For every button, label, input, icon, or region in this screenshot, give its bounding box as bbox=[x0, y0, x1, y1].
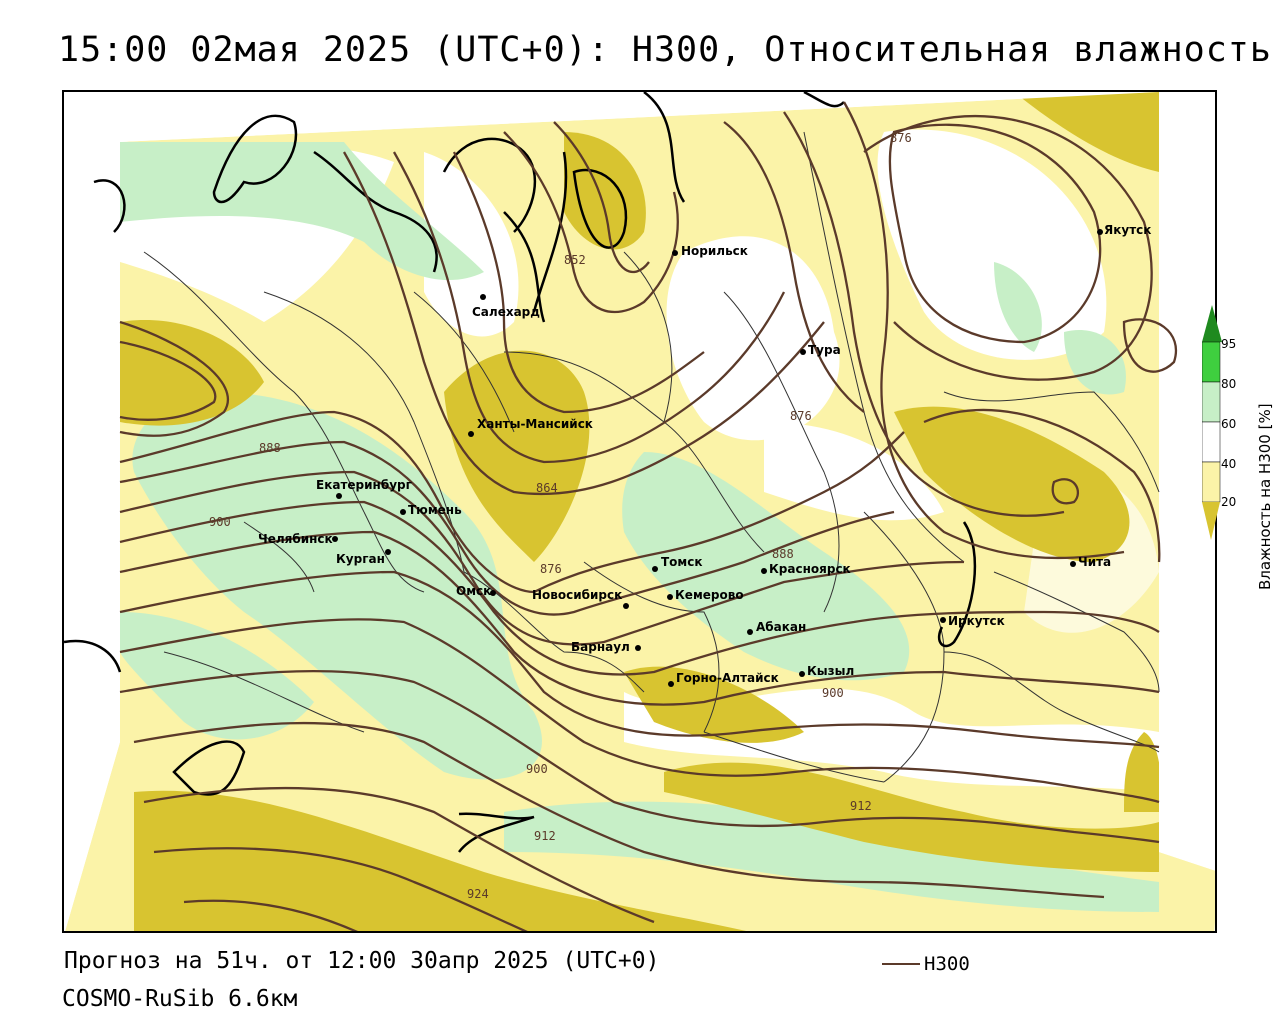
colorbar-swatch-80-95 bbox=[1201, 341, 1221, 383]
forecast-map: 876 876 888 900 864 876 888 900 900 912 … bbox=[62, 90, 1217, 933]
colorbar-tick: 20 bbox=[1221, 495, 1236, 509]
humidity-zone-white bbox=[424, 152, 519, 337]
humidity-zone-dry bbox=[1124, 732, 1162, 812]
city-label: Курган bbox=[336, 552, 385, 566]
coastlines bbox=[64, 92, 977, 853]
city-dot bbox=[468, 431, 474, 437]
colorbar-swatch-20-40 bbox=[1201, 461, 1221, 503]
city-dot bbox=[400, 509, 406, 515]
outside-domain bbox=[64, 92, 1215, 142]
city-dot bbox=[668, 681, 674, 687]
city-dot bbox=[747, 629, 753, 635]
humidity-zone-white bbox=[877, 129, 1107, 360]
colorbar-swatch-40-60 bbox=[1201, 421, 1221, 463]
humidity-zone-dry bbox=[444, 350, 590, 562]
city-label: Чита bbox=[1078, 555, 1111, 569]
city-label: Тура bbox=[808, 343, 841, 357]
contour-label: 912 bbox=[534, 829, 556, 843]
contour-label: 876 bbox=[790, 409, 812, 423]
colorbar-tick: 80 bbox=[1221, 377, 1236, 391]
city-label: Ханты-Мансийск bbox=[477, 417, 593, 431]
city-dot bbox=[336, 493, 342, 499]
humidity-zone-green bbox=[120, 142, 484, 281]
city-label: Тюмень bbox=[408, 503, 462, 517]
city-dot bbox=[652, 566, 658, 572]
city-dot bbox=[635, 645, 641, 651]
city-label: Якутск bbox=[1104, 223, 1151, 237]
humidity-zone-green bbox=[1064, 330, 1126, 395]
colorbar-tick: 95 bbox=[1221, 337, 1236, 351]
city-label: Красноярск bbox=[769, 562, 851, 576]
city-label: Абакан bbox=[756, 620, 806, 634]
city-dot bbox=[799, 671, 805, 677]
map-canvas: 876 876 888 900 864 876 888 900 900 912 … bbox=[64, 92, 1215, 931]
city-dot bbox=[490, 590, 496, 596]
forecast-info: Прогноз на 51ч. от 12:00 30апр 2025 (UTC… bbox=[64, 948, 660, 974]
city-dot bbox=[623, 603, 629, 609]
colorbar-arrow-top bbox=[1202, 305, 1222, 342]
contour-label: 876 bbox=[540, 562, 562, 576]
city-label: Томск bbox=[661, 555, 703, 569]
city-label: Иркутск bbox=[948, 614, 1005, 628]
h300-legend-label: H300 bbox=[924, 953, 970, 975]
contour-labels: 876 876 888 900 864 876 888 900 900 912 … bbox=[209, 131, 912, 901]
outside-domain bbox=[64, 142, 120, 931]
contour-label: 888 bbox=[772, 547, 794, 561]
colorbar-tick: 60 bbox=[1221, 417, 1236, 431]
contour-label: 912 bbox=[850, 799, 872, 813]
city-label: Екатеринбург bbox=[316, 478, 412, 492]
contour-label: 900 bbox=[526, 762, 548, 776]
city-dot bbox=[332, 536, 338, 542]
colorbar-title: Влажность на H300 [%] bbox=[1256, 403, 1274, 590]
contour-label: 852 bbox=[564, 253, 586, 267]
city-label: Омск bbox=[456, 584, 491, 598]
city-dot bbox=[1097, 229, 1103, 235]
humidity-zone-green bbox=[994, 262, 1042, 352]
city-dot bbox=[940, 617, 946, 623]
city-dot bbox=[672, 250, 678, 256]
humidity-zone-green bbox=[504, 801, 1159, 912]
humidity-zone-dry bbox=[894, 406, 1130, 562]
contour-label: 924 bbox=[467, 887, 489, 901]
city-label: Норильск bbox=[681, 244, 748, 258]
city-label: Кемерово bbox=[675, 588, 744, 602]
city-dot bbox=[761, 568, 767, 574]
h300-legend-line bbox=[882, 963, 920, 965]
contour-label: 900 bbox=[822, 686, 844, 700]
contour-label: 900 bbox=[209, 515, 231, 529]
contour-label: 888 bbox=[259, 441, 281, 455]
contour-label: 876 bbox=[890, 131, 912, 145]
city-label: Новосибирск bbox=[532, 588, 622, 602]
city-label: Барнаул bbox=[571, 640, 630, 654]
colorbar-tick: 40 bbox=[1221, 457, 1236, 471]
city-label: Челябинск bbox=[258, 532, 333, 546]
city-label: Салехард bbox=[472, 305, 540, 319]
city-dot bbox=[480, 294, 486, 300]
h300-contours bbox=[119, 101, 1177, 931]
contour-label: 864 bbox=[536, 481, 558, 495]
outside-domain bbox=[1159, 92, 1215, 871]
humidity-zone-dry bbox=[134, 790, 747, 931]
city-dot bbox=[385, 549, 391, 555]
humidity-zone-green bbox=[622, 452, 910, 681]
humidity-colorbar: 95 80 60 40 20 bbox=[1201, 300, 1262, 600]
city-dot bbox=[800, 349, 806, 355]
colorbar-swatch-60-80 bbox=[1201, 381, 1221, 423]
city-label: Кызыл bbox=[807, 664, 854, 678]
city-label: Горно-Алтайск bbox=[676, 671, 779, 685]
city-markers: Норильск Салехард Якутск Тура Ханты-Манс… bbox=[258, 223, 1151, 687]
admin-borders bbox=[143, 131, 1160, 783]
page-title: 15:00 02мая 2025 (UTC+0): H300, Относите… bbox=[58, 30, 1272, 70]
humidity-zone-dry bbox=[1014, 92, 1159, 172]
city-dot bbox=[1070, 561, 1076, 567]
model-name: COSMO-RuSib 6.6км bbox=[62, 986, 298, 1012]
colorbar-arrow-bottom bbox=[1202, 502, 1220, 540]
city-dot bbox=[667, 594, 673, 600]
